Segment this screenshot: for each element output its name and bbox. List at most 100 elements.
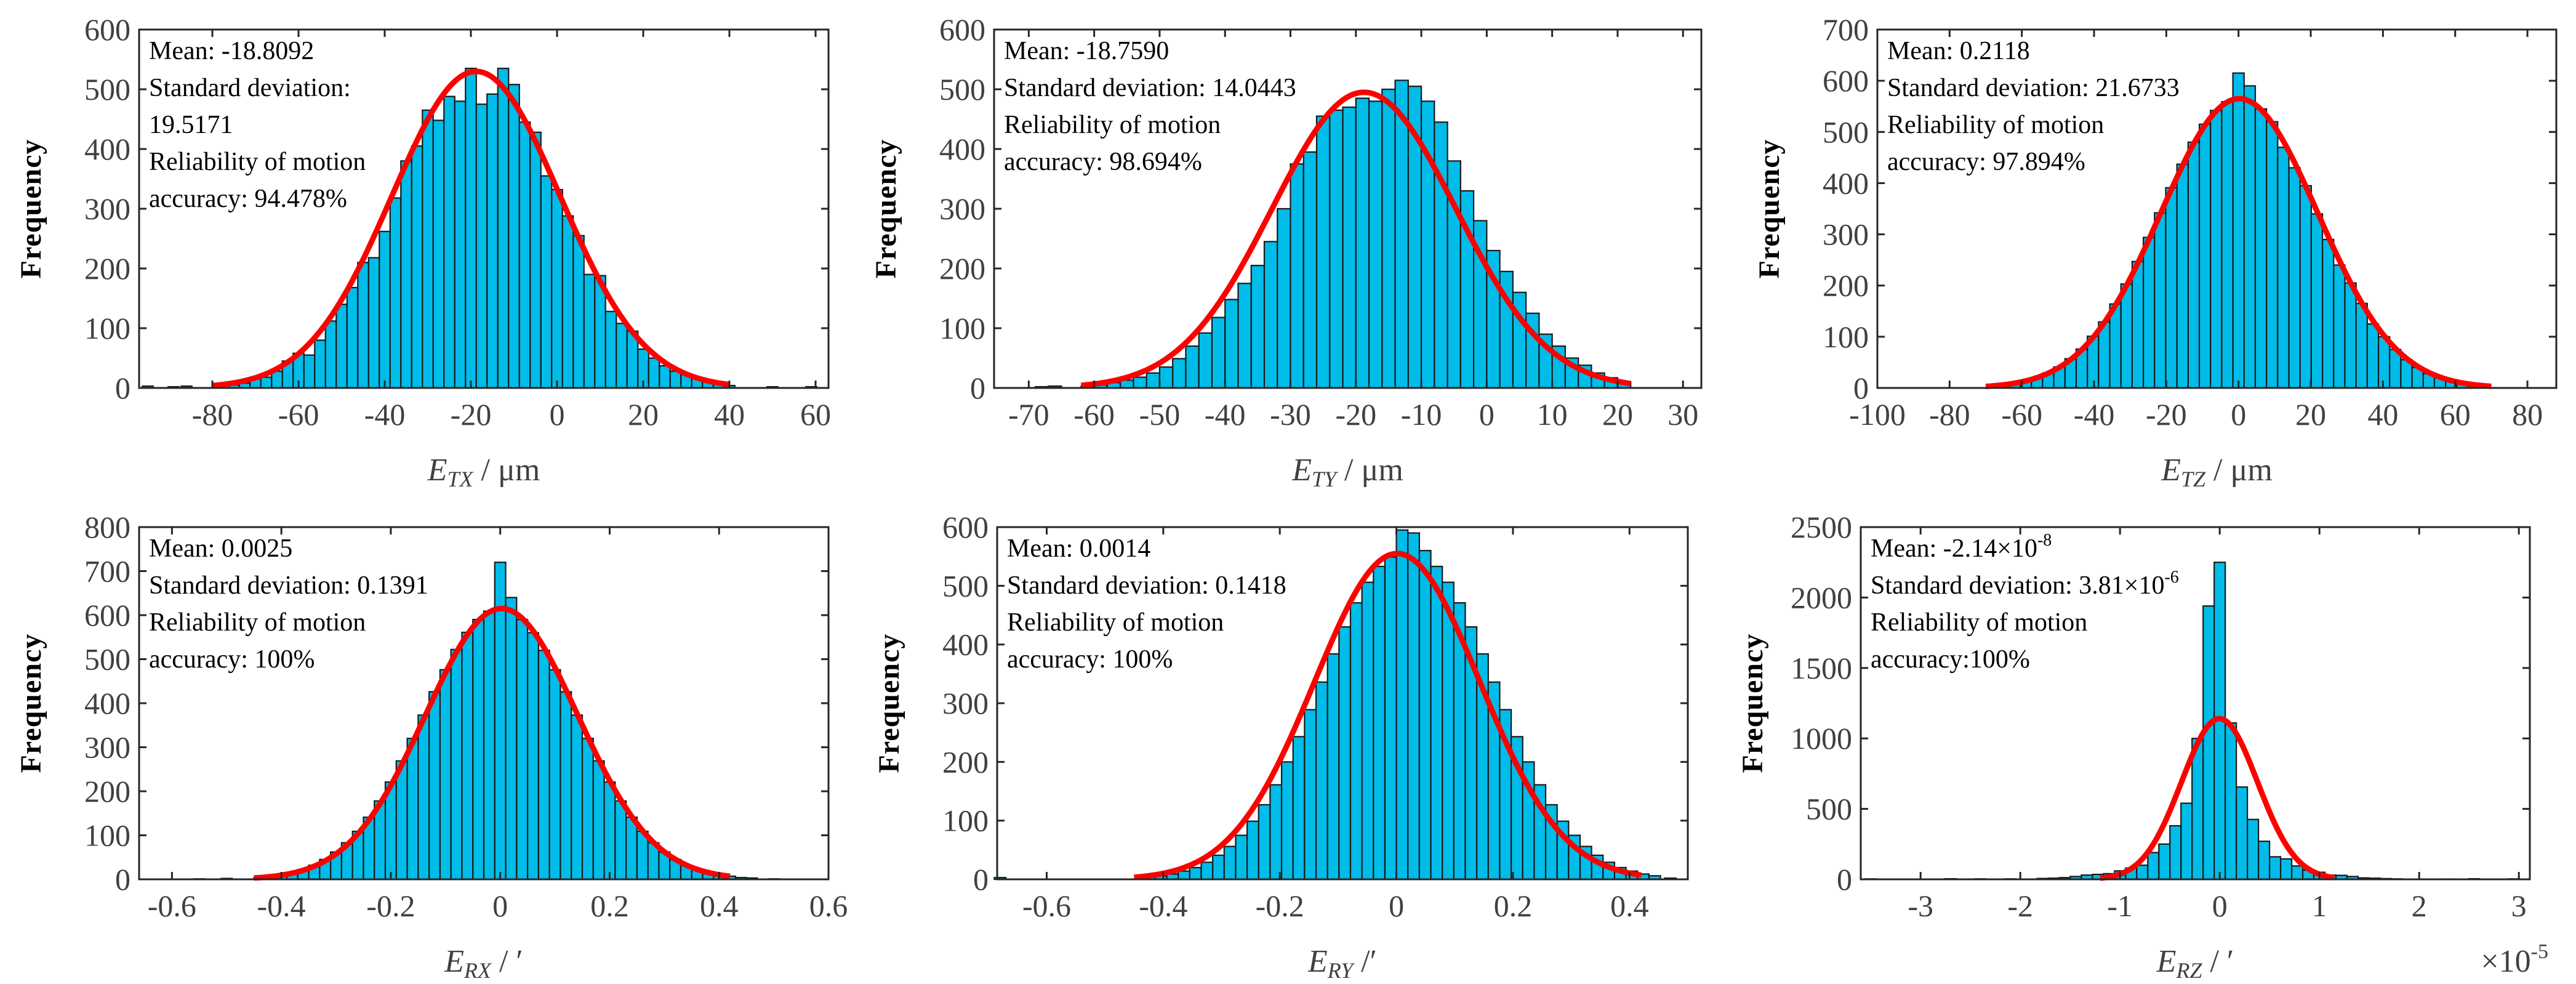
histogram-bar [2131, 260, 2145, 389]
histogram-bar [335, 304, 348, 389]
x-axis-label: ETY / μm [1291, 453, 1403, 491]
annotation-text: Mean: 0.0025 [149, 534, 292, 563]
x-tick-label: -0.4 [1139, 889, 1187, 923]
x-tick-label: 0 [2231, 397, 2246, 432]
histogram-bar [1418, 550, 1432, 881]
stats-annotation-line: Mean: -18.8092 [149, 37, 314, 65]
histogram-bar [529, 131, 542, 389]
x-tick-label: -50 [1139, 397, 1181, 432]
histogram-bar [1146, 372, 1161, 389]
x-axis-variable: E [2156, 944, 2177, 979]
histogram-bar [2236, 786, 2249, 881]
y-tick-label: 600 [1823, 63, 1869, 98]
x-tick-label: -30 [1270, 397, 1311, 432]
y-tick-label: 0 [1837, 862, 1852, 897]
histogram-bar [1315, 115, 1331, 389]
annotation-text: Standard deviation: 0.1418 [1007, 571, 1286, 600]
y-tick-label: 0 [115, 862, 130, 897]
y-tick-label: 500 [84, 72, 130, 107]
y-tick-label: 300 [84, 730, 130, 765]
y-axis-label: Frequency [15, 139, 47, 279]
y-axis-label: Frequency [15, 634, 47, 773]
histogram-bar [2225, 722, 2237, 881]
histogram-bar [472, 619, 485, 881]
histogram-bar [1304, 709, 1317, 881]
x-tick-label: -2 [2007, 889, 2033, 923]
histogram-bar [1361, 581, 1374, 881]
stats-annotation-line: Standard deviation: 14.0443 [1004, 74, 1296, 102]
stats-annotation-line: Reliability of motion [1004, 111, 1221, 139]
histogram-bar [2143, 236, 2156, 389]
x-tick-label: -20 [451, 397, 492, 432]
histogram-bar [314, 339, 326, 389]
y-tick-label: 100 [1823, 320, 1869, 354]
histogram-bar [379, 230, 391, 389]
x-axis-subscript: TZ [2181, 467, 2206, 491]
stats-annotation-line: Mean: 0.2118 [1887, 37, 2030, 65]
x-axis-unit: / μm [473, 453, 540, 488]
x-tick-label: -0.6 [148, 889, 196, 923]
stats-annotation-line: accuracy: 94.478% [149, 185, 347, 213]
normal-fit-curve [212, 68, 730, 389]
histogram-bar [1198, 332, 1213, 389]
histogram-bar [1326, 653, 1340, 881]
histogram-panel-tx: -80 -60 -40 -20 0 20 40 600100200300400500600Fr… [15, 12, 831, 491]
histogram-bar [548, 669, 561, 881]
histogram-bars [193, 562, 780, 881]
histogram-bar [1235, 834, 1248, 881]
x-tick-label: -70 [1008, 397, 1049, 432]
histogram-bar [260, 376, 273, 389]
histogram-bar [2232, 72, 2245, 389]
histogram-bar [406, 738, 419, 881]
stats-annotation-line: Reliability of motion [149, 608, 366, 637]
histogram-bar [303, 354, 316, 389]
x-tick-label: 0.2 [590, 889, 629, 923]
x-tick-label: 0 [2212, 889, 2228, 923]
histogram-bar [2202, 605, 2215, 881]
annotation-text: Mean: -18.8092 [149, 37, 314, 65]
histogram-bar [2180, 802, 2193, 881]
annotation-text: Mean: -2.14×10 [1871, 534, 2037, 563]
axes-box [1876, 28, 2558, 389]
histogram-bar [2120, 283, 2133, 389]
stats-annotation-line: accuracy: 100% [149, 645, 315, 674]
histogram-bar [2158, 843, 2171, 881]
y-tick-label: 500 [1806, 792, 1852, 826]
stats-annotation-line: Standard deviation: [149, 74, 351, 102]
histogram-bar [1246, 820, 1259, 881]
y-tick-label: 2000 [1791, 580, 1852, 615]
x-axis-subscript: RZ [2175, 958, 2202, 983]
histogram-bar [428, 691, 441, 881]
x-tick-label: 3 [2511, 889, 2527, 923]
y-tick-label: 200 [84, 774, 130, 809]
histogram-bar [1430, 565, 1443, 881]
histogram-bar [432, 119, 445, 389]
annotation-text: Reliability of motion [1007, 608, 1224, 637]
y-tick-label: 200 [939, 251, 985, 286]
y-tick-label: 300 [84, 192, 130, 226]
y-tick-label: 800 [84, 510, 130, 544]
stats-annotation-line: Reliability of motion [149, 148, 366, 176]
histogram-bar [1224, 299, 1239, 389]
histogram-bar [540, 175, 553, 389]
annotation-text: accuracy: 100% [149, 645, 315, 674]
histogram-bar [508, 84, 520, 389]
y-axis-label: Frequency [1753, 139, 1786, 279]
y-tick-label: 700 [1823, 12, 1869, 47]
histogram-bar [518, 121, 531, 389]
stats-annotation-line: Standard deviation: 0.1418 [1007, 571, 1286, 600]
normal-fit-curve [2098, 716, 2336, 881]
x-tick-label: 80 [2512, 397, 2543, 432]
y-axis-label: Frequency [1736, 634, 1769, 773]
histogram-bar [1384, 556, 1397, 881]
histogram-bar [2243, 85, 2257, 389]
annotation-text: Reliability of motion [1871, 608, 2087, 637]
x-tick-label: -0.4 [257, 889, 306, 923]
histogram-bar [417, 714, 430, 881]
y-tick-label: 100 [84, 311, 130, 345]
histogram-bar [2176, 163, 2189, 389]
x-tick-label: -0.6 [1022, 889, 1071, 923]
histogram-bar [572, 235, 585, 389]
x-tick-label: -0.2 [366, 889, 415, 923]
